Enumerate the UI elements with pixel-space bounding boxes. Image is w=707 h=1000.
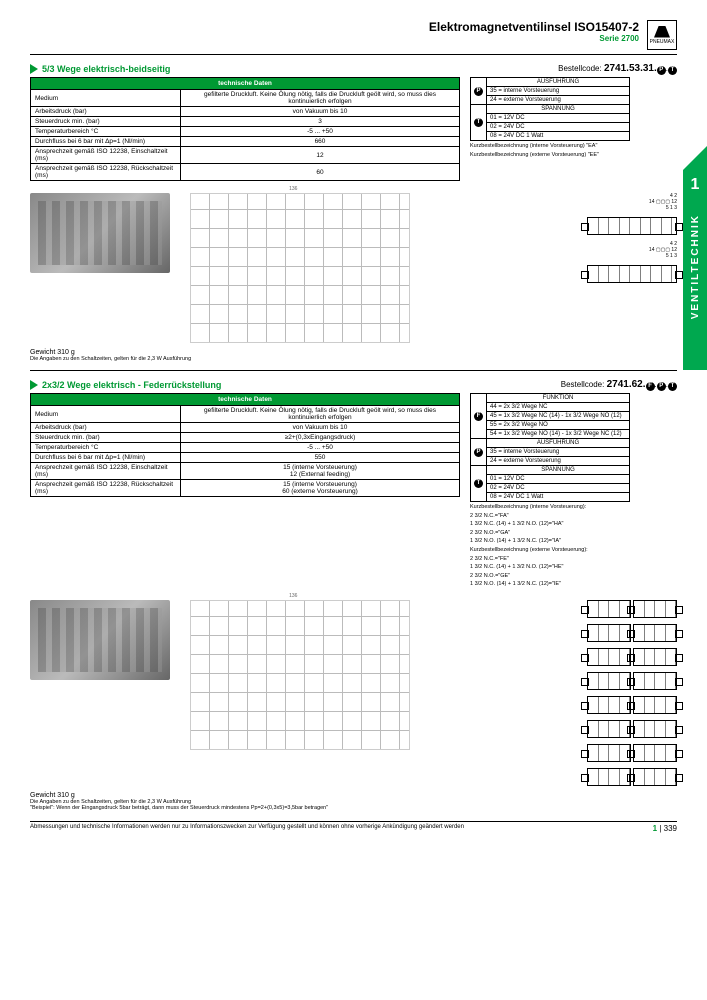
code-table-1: PAUSFÜHRUNG 35 = interne Vorsteuerung 24… bbox=[470, 77, 630, 141]
weight-sub-1: Die Angaben zu den Schaltzeiten, gelten … bbox=[30, 356, 677, 362]
page-header: Elektromagnetventilinsel ISO15407-2 Seri… bbox=[30, 20, 677, 55]
triangle-icon bbox=[30, 380, 38, 390]
product-image-2 bbox=[30, 600, 170, 680]
page-number: 1 | 339 bbox=[653, 824, 677, 833]
technical-drawing-1 bbox=[190, 193, 410, 343]
circle-f-icon: F bbox=[646, 382, 655, 391]
page-footer: Abmessungen und technische Informationen… bbox=[30, 821, 677, 833]
schematics-1: 4 214 ▢▢▢ 125 1 3 4 214 ▢▢▢ 125 1 3 bbox=[587, 193, 677, 283]
schematic-symbol bbox=[587, 217, 677, 235]
section1-title: 5/3 Wege elektrisch-beidseitig bbox=[30, 64, 170, 74]
notes-2: Kurzbestellbezeichnung (interne Vorsteue… bbox=[470, 504, 630, 588]
schematic-symbol bbox=[587, 265, 677, 283]
series-label: Serie 2700 bbox=[429, 34, 639, 43]
order-code-2: Bestellcode: 2741.62.F.P.T bbox=[561, 379, 677, 391]
weight-2: Gewicht 310 g bbox=[30, 792, 677, 799]
technical-drawing-2 bbox=[190, 600, 410, 750]
side-tab: 1 VENTILTECHNIK bbox=[683, 170, 707, 370]
brand-logo: PNEUMAX bbox=[647, 20, 677, 50]
note-1a: Kurzbestellbezeichnung (interne Vorsteue… bbox=[470, 143, 630, 150]
circle-t-icon: T bbox=[668, 66, 677, 75]
tech-header-2: technische Daten bbox=[31, 394, 460, 406]
code-table-2: FFUNKTION 44 = 2x 3/2 Wege NC 45 = 1x 3/… bbox=[470, 393, 630, 502]
tech-table-2: technische Daten Mediumgefilterte Druckl… bbox=[30, 393, 460, 497]
note-1b: Kurzbestellbezeichnung (externe Vorsteue… bbox=[470, 152, 630, 159]
circle-p-icon: P bbox=[657, 66, 666, 75]
disclaimer: Abmessungen und technische Informationen… bbox=[30, 824, 464, 833]
schematics-2 bbox=[587, 600, 677, 786]
triangle-icon bbox=[30, 64, 38, 74]
order-code-1: Bestellcode: 2741.53.31.P.T bbox=[558, 63, 677, 75]
circle-t-icon: T bbox=[668, 382, 677, 391]
side-chapter-number: 1 bbox=[691, 176, 700, 194]
product-image-1 bbox=[30, 193, 170, 273]
tech-table-1: technische Daten Mediumgefilterte Druckl… bbox=[30, 77, 460, 181]
weight-sub-2b: "Beispiel": Wenn der Eingangsdruck 5bar … bbox=[30, 805, 677, 811]
section2-title: 2x3/2 Wege elektrisch - Federrückstellun… bbox=[30, 380, 221, 390]
side-category: VENTILTECHNIK bbox=[690, 214, 701, 319]
circle-p-icon: P bbox=[657, 382, 666, 391]
page-title: Elektromagnetventilinsel ISO15407-2 bbox=[429, 20, 639, 34]
weight-1: Gewicht 310 g bbox=[30, 349, 677, 356]
tech-header-1: technische Daten bbox=[31, 78, 460, 90]
divider bbox=[30, 370, 677, 371]
